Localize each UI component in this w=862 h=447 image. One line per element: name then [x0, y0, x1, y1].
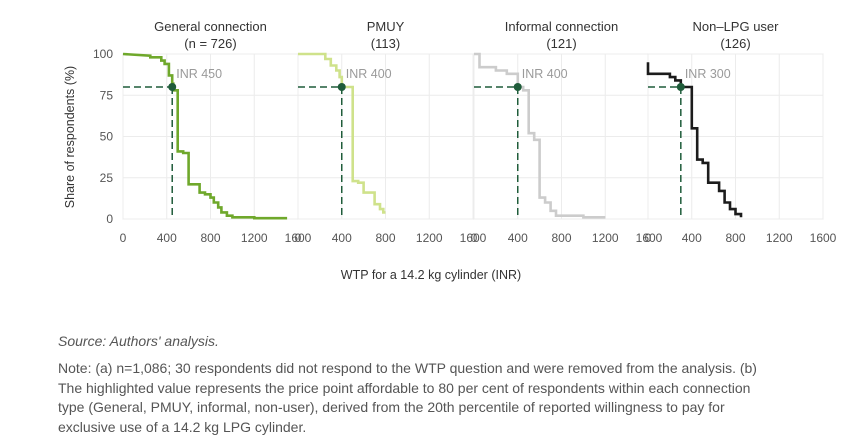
wtp-step-line: [474, 52, 606, 219]
highlight-point: [168, 83, 177, 91]
x-tick-label: 400: [332, 231, 352, 245]
wtp-step-line: [122, 52, 288, 220]
highlight-label: INR 400: [346, 67, 392, 81]
note-line: The highlighted value represents the pri…: [58, 379, 751, 396]
y-tick-label: 0: [106, 212, 113, 226]
panel-title: General connection: [154, 19, 267, 34]
note-line: exclusive use of a 14.2 kg LPG cylinder.: [58, 418, 307, 435]
x-tick-label: 1600: [636, 231, 663, 245]
panel-title: PMUY: [367, 19, 405, 34]
x-axis-title: WTP for a 14.2 kg cylinder (INR): [341, 268, 521, 282]
y-tick-label: 75: [100, 88, 114, 102]
x-tick-label: 1600: [810, 231, 837, 245]
x-tick-label: 1200: [416, 231, 443, 245]
note-line: Note: (a) n=1,086; 30 respondents did no…: [58, 360, 757, 376]
x-tick-label: 800: [725, 231, 745, 245]
highlight-point: [337, 83, 346, 91]
chart-area: General connection (n = 726) 0 400 800 1200 16…: [63, 19, 837, 282]
x-tick-label: 1200: [241, 231, 268, 245]
source-text: Source: Authors' analysis.: [58, 333, 219, 349]
y-tick-label: 25: [100, 171, 114, 185]
x-tick-label: 0: [120, 231, 127, 245]
x-tick-label: 0: [471, 231, 478, 245]
highlight-label: INR 400: [522, 67, 568, 81]
x-tick-label: 400: [508, 231, 528, 245]
highlight-label: INR 300: [685, 67, 731, 81]
x-tick-label: 1600: [285, 231, 312, 245]
y-tick-label: 100: [93, 47, 113, 61]
x-tick-label: 1600: [460, 231, 487, 245]
x-tick-label: 1200: [592, 231, 619, 245]
note-line: type (General, PMUY, informal, non-user)…: [58, 399, 725, 415]
x-tick-label: 1200: [766, 231, 793, 245]
highlight-label: INR 450: [176, 67, 222, 81]
note-text: Note: (a) n=1,086; 30 respondents did no…: [58, 359, 848, 437]
wtp-step-line: [646, 62, 743, 218]
x-tick-label: 800: [551, 231, 571, 245]
panel-title: Informal connection: [505, 19, 618, 34]
highlight-point: [676, 83, 685, 91]
x-tick-label: 800: [200, 231, 220, 245]
panel-title: Non–LPG user: [693, 19, 780, 34]
x-tick-label: 0: [645, 231, 652, 245]
highlight-point: [513, 83, 522, 91]
panel-subtitle: (126): [720, 36, 750, 51]
x-tick-label: 400: [157, 231, 177, 245]
wtp-step-chart: General connection (n = 726) 0 400 800 1200 16…: [63, 19, 837, 282]
x-tick-label: 800: [375, 231, 395, 245]
panel-subtitle: (n = 726): [184, 36, 236, 51]
wtp-step-line: [298, 52, 386, 214]
x-tick-label: 0: [295, 231, 302, 245]
panel-subtitle: (113): [371, 36, 400, 51]
y-axis-title: Share of respondents (%): [63, 66, 77, 208]
y-tick-label: 50: [100, 130, 114, 144]
panel-subtitle: (121): [546, 36, 576, 51]
x-tick-label: 400: [682, 231, 702, 245]
